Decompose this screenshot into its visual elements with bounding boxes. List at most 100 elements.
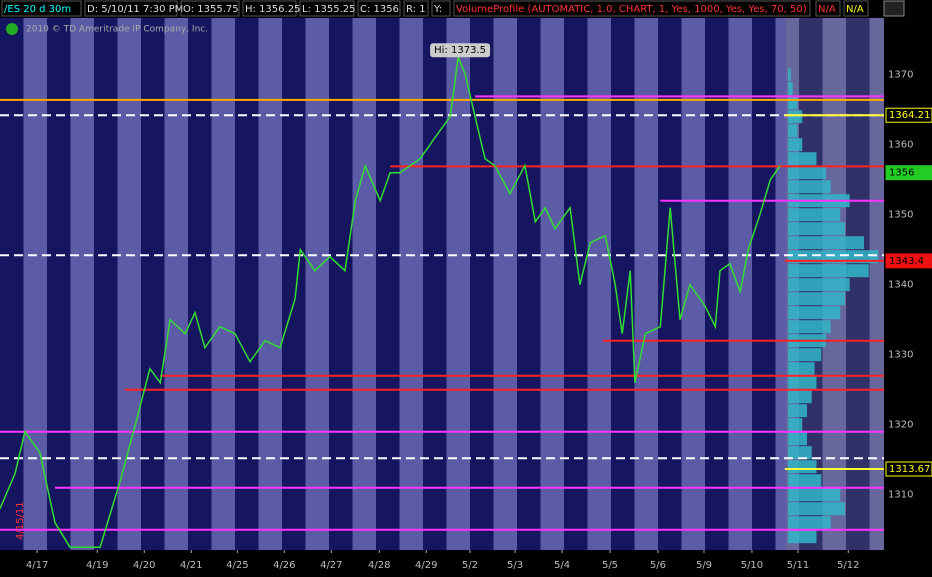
volume-bar	[788, 488, 841, 502]
stripe	[376, 18, 400, 550]
plot: Hi: 1373.5	[0, 43, 887, 553]
header-item: C: 1356	[360, 4, 399, 15]
watermark: 2010 © TD Ameritrade IP Company, Inc.	[26, 25, 208, 35]
header: /ES 20 d 30m D: 5/10/11 7:30 PM O: 1355.75…	[1, 0, 869, 17]
header-box	[242, 0, 297, 17]
volume-bar	[788, 208, 841, 222]
x-tick-label: 4/17	[26, 560, 48, 571]
y-tick-label: 1360	[888, 140, 913, 151]
stripe	[658, 18, 682, 550]
x-tick-label: 4/21	[180, 560, 202, 571]
header-item: O: 1355.75	[183, 4, 239, 15]
header-item: N/A	[818, 4, 836, 15]
x-tick-label: 5/10	[741, 560, 763, 571]
start-label: 4/15/11	[15, 501, 26, 540]
stripe	[423, 18, 447, 550]
x-tick-label: 5/4	[554, 560, 570, 571]
info-icon	[6, 23, 18, 35]
volume-bar	[788, 96, 798, 110]
volume-bar	[788, 306, 841, 320]
volume-bar	[788, 404, 807, 418]
annotation-box	[430, 43, 491, 58]
price-label: 1343.4	[889, 256, 924, 267]
header-item: VolumeProfile (AUTOMATIC, 1.0, CHART, 1,…	[456, 4, 807, 15]
x-tick-label: 5/6	[650, 560, 666, 571]
stripe	[282, 18, 306, 550]
price-label: 1356	[889, 168, 914, 179]
x-tick-label: 4/25	[226, 560, 248, 571]
volume-bar	[788, 82, 793, 96]
volume-bar	[788, 236, 864, 250]
header-box	[180, 0, 240, 17]
y-tick-label: 1370	[888, 70, 913, 81]
y-tick-label: 1320	[888, 420, 913, 431]
price-label-box	[885, 253, 932, 269]
stripe	[23, 18, 47, 550]
stripe	[141, 18, 165, 550]
y-tick-label: 1350	[888, 210, 913, 221]
volume-bar	[788, 502, 845, 516]
stripe	[517, 18, 541, 550]
volume-bar	[788, 390, 812, 404]
stripe	[117, 18, 141, 550]
volume-bar	[788, 138, 803, 152]
volume-bar	[788, 418, 803, 432]
y-tick-label: 1330	[888, 350, 913, 361]
stripe	[258, 18, 282, 550]
header-box	[357, 0, 401, 17]
stripe	[399, 18, 423, 550]
volume-bar	[788, 124, 798, 138]
volume-bar	[788, 278, 850, 292]
stripe	[493, 18, 517, 550]
x-tick-label: 5/3	[507, 560, 523, 571]
volume-bar	[788, 152, 817, 166]
volume-bar	[788, 264, 869, 278]
header-item: N/A	[846, 4, 864, 15]
x-tick-label: 5/2	[462, 560, 478, 571]
stripe	[869, 18, 884, 550]
volume-bar	[788, 376, 817, 390]
volume-bar	[788, 166, 826, 180]
session-stripes	[0, 18, 884, 550]
stripe	[446, 18, 470, 550]
stripe	[752, 18, 776, 550]
stripe	[70, 18, 94, 550]
x-tick-label: 5/11	[787, 560, 809, 571]
header-item: L: 1355.25	[302, 4, 355, 15]
stripe	[611, 18, 635, 550]
header-box	[403, 0, 429, 17]
settings-button[interactable]	[883, 0, 905, 17]
header-box	[1, 0, 82, 17]
x-tick-label: 4/28	[368, 560, 390, 571]
stripe	[329, 18, 353, 550]
volume-bar	[788, 474, 822, 488]
stripe	[305, 18, 329, 550]
stripe	[681, 18, 705, 550]
header-box	[453, 0, 811, 17]
volume-bar	[788, 320, 831, 334]
price-label-box	[885, 107, 932, 123]
header-item: R: 1	[406, 4, 426, 15]
x-tick-label: 4/20	[133, 560, 155, 571]
volume-bar	[788, 68, 791, 82]
stripe	[94, 18, 118, 550]
header-item: /ES 20 d 30m	[4, 4, 71, 15]
x-tick-label: 4/29	[415, 560, 437, 571]
x-tick-label: 5/5	[602, 560, 618, 571]
header-item: Y:	[433, 4, 442, 15]
volume-bar	[788, 348, 822, 362]
stripe	[634, 18, 658, 550]
stripe	[470, 18, 494, 550]
stripe	[352, 18, 376, 550]
price-label: 1313.67	[889, 464, 930, 475]
header-item: H: 1356.25	[245, 4, 300, 15]
stripe	[728, 18, 752, 550]
volume-bar	[788, 110, 803, 124]
stripe	[211, 18, 235, 550]
stripe	[846, 18, 870, 550]
header-box	[84, 0, 178, 17]
volume-bar	[788, 530, 817, 544]
stripe	[47, 18, 71, 550]
header-box	[431, 0, 451, 17]
